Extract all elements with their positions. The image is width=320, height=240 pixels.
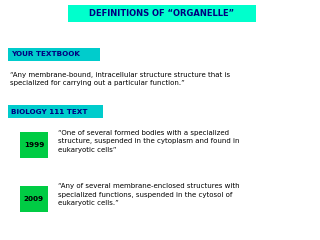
- Text: “One of several formed bodies with a specialized
structure, suspended in the cyt: “One of several formed bodies with a spe…: [58, 130, 239, 153]
- FancyBboxPatch shape: [20, 186, 48, 212]
- Text: DEFINITIONS OF “ORGANELLE”: DEFINITIONS OF “ORGANELLE”: [89, 9, 235, 18]
- Text: “Any of several membrane-enclosed structures with
specialized functions, suspend: “Any of several membrane-enclosed struct…: [58, 183, 240, 206]
- Text: 1999: 1999: [24, 142, 44, 148]
- Text: “Any membrane-bound, intracellular structure structure that is
specialized for c: “Any membrane-bound, intracellular struc…: [10, 72, 230, 86]
- FancyBboxPatch shape: [8, 105, 103, 118]
- Text: BIOLOGY 111 TEXT: BIOLOGY 111 TEXT: [11, 108, 87, 114]
- Text: 2009: 2009: [24, 196, 44, 202]
- FancyBboxPatch shape: [8, 48, 100, 61]
- FancyBboxPatch shape: [68, 5, 256, 22]
- FancyBboxPatch shape: [20, 132, 48, 158]
- Text: YOUR TEXTBOOK: YOUR TEXTBOOK: [11, 52, 80, 58]
